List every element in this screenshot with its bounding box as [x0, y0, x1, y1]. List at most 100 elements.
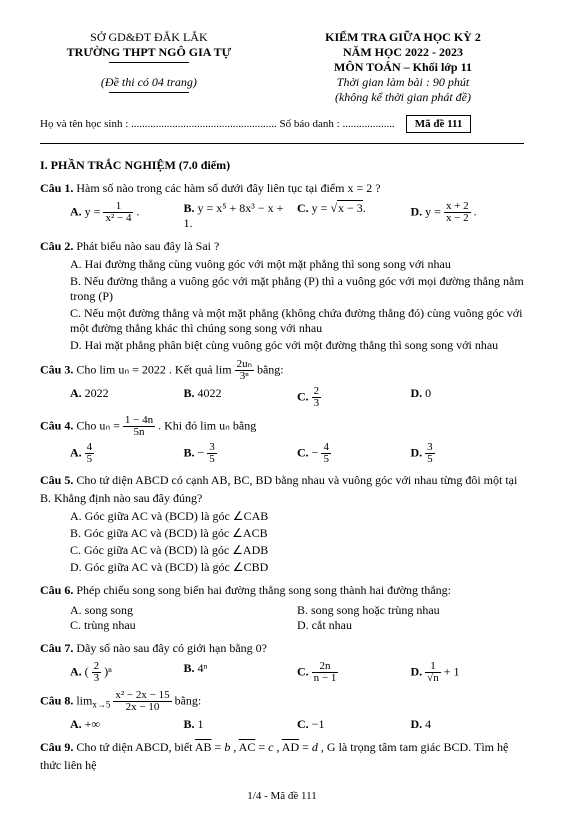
- note-pages: (Đề thi có 04 trang): [40, 75, 258, 90]
- q1-D-post: .: [474, 204, 477, 218]
- question-6: Câu 6. Phép chiếu song song biến hai đườ…: [40, 581, 524, 599]
- q3-title: Câu 3.: [40, 362, 73, 376]
- q3-A-txt: 2022: [85, 386, 109, 400]
- q8-A: A. +∞: [70, 717, 184, 732]
- q4-D: D. 35: [411, 442, 525, 465]
- q3-C: C. 23: [297, 386, 411, 409]
- q5-options: A. Góc giữa AC và (BCD) là góc ∠CAB B. G…: [70, 509, 524, 575]
- q2-A: A. Hai đường thẳng cùng vuông góc với mộ…: [70, 257, 524, 272]
- q7-D: D. 1√n + 1: [411, 661, 525, 684]
- q8-B: B. 1: [184, 717, 298, 732]
- q2-D: D. Hai mặt phẳng phân biệt cùng vuông gó…: [70, 338, 524, 353]
- q5-D: D. Góc giữa AC và (BCD) là góc ∠CBD: [70, 560, 524, 575]
- question-7: Câu 7. Dãy số nào sau đây có giới hạn bằ…: [40, 639, 524, 657]
- q5-B: B. Góc giữa AC và (BCD) là góc ∠ACB: [70, 526, 524, 541]
- q7-A: A. ( 23 )ⁿ: [70, 661, 184, 684]
- no-time: (không kể thời gian phát đề): [282, 90, 524, 105]
- school: TRƯỜNG THPT NGÔ GIA TỰ: [40, 45, 258, 60]
- q3-A: A. 2022: [70, 386, 184, 409]
- q3-post: bằng:: [257, 362, 284, 376]
- question-9: Câu 9. Cho tứ diện ABCD, biết AB = b , A…: [40, 738, 524, 774]
- q8-sub: x→5: [92, 700, 110, 710]
- question-5: Câu 5. Cho tứ diện ABCD có cạnh AB, BC, …: [40, 471, 524, 507]
- q5-C: C. Góc giữa AC và (BCD) là góc ∠ADB: [70, 543, 524, 558]
- question-2: Câu 2. Phát biểu nào sau đây là Sai ?: [40, 237, 524, 255]
- q1-D-den: x − 2: [444, 213, 471, 224]
- q4-den: 5n: [123, 427, 155, 438]
- q2-options: A. Hai đường thẳng cùng vuông góc với mộ…: [70, 257, 524, 353]
- q7-title: Câu 7.: [40, 641, 73, 655]
- q7-B-txt: 4ⁿ: [198, 661, 208, 675]
- q8-B-txt: 1: [198, 717, 204, 731]
- sbd-dots: ...................: [343, 118, 395, 130]
- q1-title: Câu 1.: [40, 181, 73, 195]
- q8-D: D. 4: [411, 717, 525, 732]
- q1-A-pre: y =: [85, 204, 101, 218]
- q8-C-txt: −1: [312, 717, 325, 731]
- q4-C: C. − 45: [297, 442, 411, 465]
- q2-text: Phát biểu nào sau đây là Sai ?: [76, 239, 219, 253]
- q1-text: Hàm số nào trong các hàm số dưới đây liê…: [76, 181, 380, 195]
- q1-A: A. y = 1x² − 4 .: [70, 201, 184, 231]
- q8-den: 2x − 10: [113, 702, 171, 713]
- q7-A-post: )ⁿ: [104, 664, 112, 678]
- q5-A: A. Góc giữa AC và (BCD) là góc ∠CAB: [70, 509, 524, 524]
- q1-A-den: x² − 4: [103, 213, 133, 224]
- q8-post: bằng:: [175, 693, 202, 707]
- q8-pre: lim: [76, 693, 92, 707]
- q6-options: A. song song B. song song hoặc trùng nha…: [70, 603, 524, 633]
- q1-C-pre: y = √: [312, 201, 337, 215]
- q4-C-pre: −: [312, 445, 319, 459]
- q6-text: Phép chiếu song song biến hai đường thẳn…: [76, 583, 451, 597]
- q5-text: Cho tứ diện ABCD có cạnh AB, BC, BD bằng…: [40, 473, 517, 505]
- q1-B-txt: y = x⁵ + 8x³ − x + 1.: [184, 201, 284, 230]
- question-4: Câu 4. Cho uₙ = 1 − 4n5n . Khi đó lim uₙ…: [40, 415, 524, 438]
- q7-A-pre: (: [85, 664, 89, 678]
- q4-B: B. − 35: [184, 442, 298, 465]
- q2-B: B. Nếu đường thẳng a vuông góc với mặt p…: [70, 274, 524, 304]
- q4-A-den: 5: [85, 454, 95, 465]
- question-1: Câu 1. Hàm số nào trong các hàm số dưới …: [40, 179, 524, 197]
- q5-title: Câu 5.: [40, 473, 73, 487]
- q8-C: C. −1: [297, 717, 411, 732]
- q3-B: B. 4022: [184, 386, 298, 409]
- q6-C: C. trùng nhau: [70, 618, 297, 633]
- header-left: SỞ GD&ĐT ĐẮK LẮK TRƯỜNG THPT NGÔ GIA TỰ …: [40, 30, 258, 105]
- q3-D: D. 0: [411, 386, 525, 409]
- exam-title: KIỂM TRA GIỮA HỌC KỲ 2: [282, 30, 524, 45]
- q6-D: D. cắt nhau: [297, 618, 524, 633]
- q1-options: A. y = 1x² − 4 . B. y = x⁵ + 8x³ − x + 1…: [70, 201, 524, 231]
- q1-C-rad: x − 3: [337, 200, 363, 215]
- rule-left2: [109, 92, 189, 93]
- q7-B: B. 4ⁿ: [184, 661, 298, 684]
- q6-B: B. song song hoặc trùng nhau: [297, 603, 524, 618]
- q1-C: C. y = √x − 3.: [297, 201, 411, 231]
- q4-C-den: 5: [321, 454, 331, 465]
- q4-pre: Cho uₙ =: [76, 418, 120, 432]
- page-footer: 1/4 - Mã đề 111: [40, 790, 524, 802]
- q4-B-den: 5: [207, 454, 217, 465]
- q8-title: Câu 8.: [40, 693, 73, 707]
- divider: [40, 143, 524, 144]
- q4-title: Câu 4.: [40, 418, 73, 432]
- info-row: Họ và tên học sinh : ...................…: [40, 115, 524, 133]
- q8-D-txt: 4: [425, 717, 431, 731]
- q7-D-den: √n: [425, 673, 441, 684]
- q1-A-post: .: [136, 204, 139, 218]
- q3-C-den: 3: [312, 398, 322, 409]
- q3-B-txt: 4022: [198, 386, 222, 400]
- question-3: Câu 3. Cho lim uₙ = 2022 . Kết quả lim 2…: [40, 359, 524, 382]
- section-1-title: I. PHẦN TRẮC NGHIỆM (7.0 điểm): [40, 158, 524, 173]
- header-block: SỞ GD&ĐT ĐẮK LẮK TRƯỜNG THPT NGÔ GIA TỰ …: [40, 30, 524, 105]
- name-dots: ........................................…: [131, 118, 277, 130]
- q6-A: A. song song: [70, 603, 297, 618]
- q3-den: 3ⁿ: [235, 371, 254, 382]
- q4-D-den: 5: [425, 454, 435, 465]
- q9-title: Câu 9.: [40, 740, 73, 754]
- q8-A-txt: +∞: [85, 717, 100, 731]
- q7-A-den: 3: [92, 673, 102, 684]
- subject: MÔN TOÁN – Khối lớp 11: [282, 60, 524, 75]
- q7-options: A. ( 23 )ⁿ B. 4ⁿ C. 2nn − 1 D. 1√n + 1: [70, 661, 524, 684]
- question-8: Câu 8. limx→5 x² − 2x − 152x − 10 bằng:: [40, 690, 524, 713]
- q3-pre: Cho lim uₙ = 2022 . Kết quả lim: [76, 362, 231, 376]
